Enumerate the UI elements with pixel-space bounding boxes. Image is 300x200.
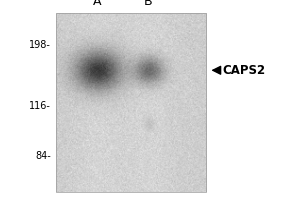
Bar	[56, 13, 206, 192]
Text: 84-: 84-	[35, 151, 51, 161]
Text: A: A	[93, 0, 102, 8]
Text: 116-: 116-	[29, 101, 51, 111]
Text: B: B	[144, 0, 153, 8]
Text: CAPS2: CAPS2	[222, 64, 265, 77]
Text: 198-: 198-	[29, 40, 51, 50]
